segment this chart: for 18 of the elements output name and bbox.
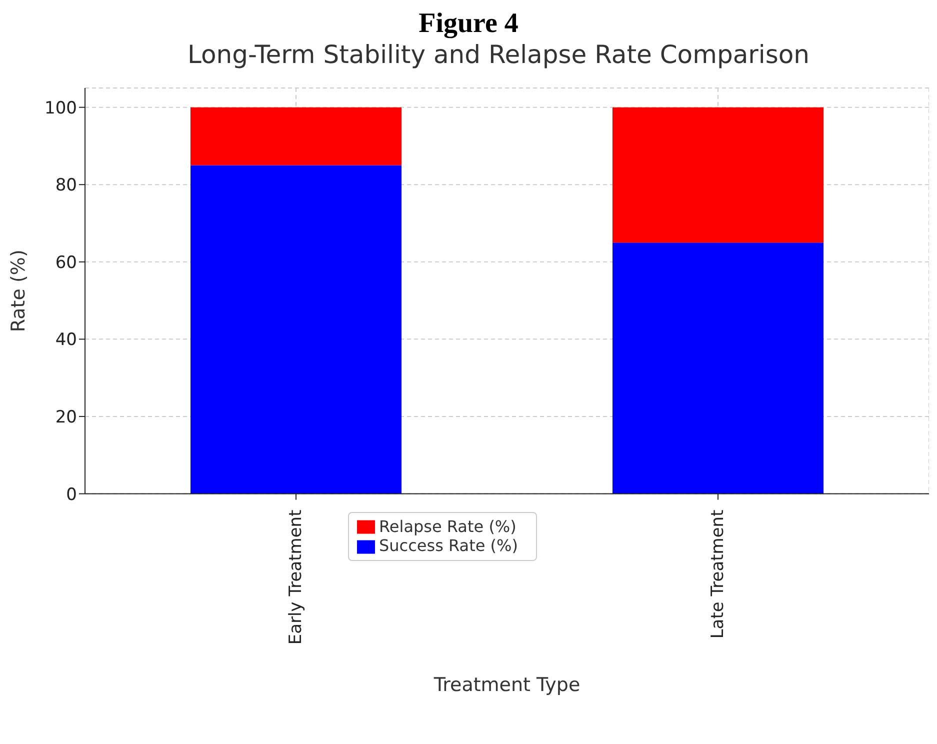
bar: [190, 107, 402, 166]
x-tick-label: Late Treatment: [708, 509, 728, 639]
bar: [190, 165, 402, 494]
y-tick-label: 100: [44, 98, 77, 118]
y-tick-label: 40: [55, 330, 77, 350]
x-axis-title: Treatment Type: [432, 674, 580, 696]
y-tick-label: 20: [55, 408, 77, 428]
legend-label: Success Rate (%): [379, 536, 518, 556]
y-tick-label: 80: [55, 176, 77, 196]
chart-subtitle: Long-Term Stability and Relapse Rate Comparison: [186, 40, 811, 71]
y-tick-label: 0: [66, 484, 77, 505]
bar: [612, 107, 824, 243]
bar: [612, 242, 824, 494]
y-tick-label: 60: [55, 252, 77, 273]
legend-label: Relapse Rate (%): [379, 516, 516, 536]
x-tick-label: Early Treatment: [286, 509, 306, 645]
y-axis-title: Rate (%): [8, 250, 30, 332]
chart-title: Figure 4: [418, 8, 520, 40]
